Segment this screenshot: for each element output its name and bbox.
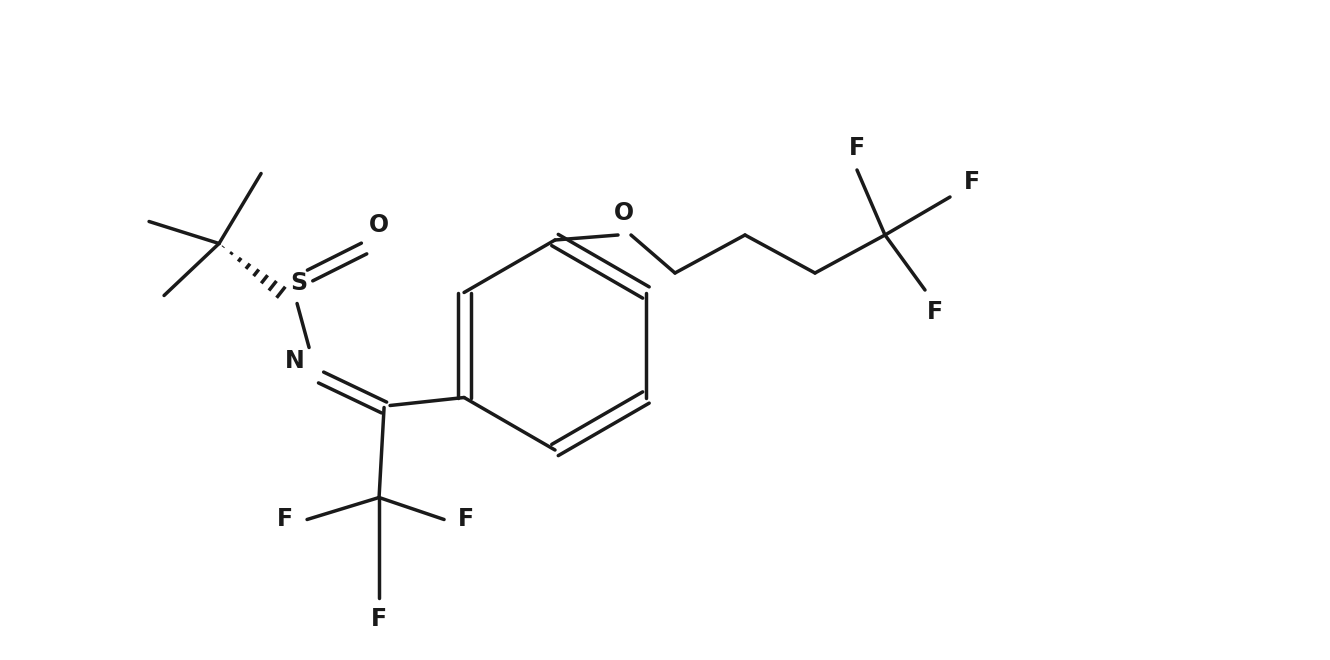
- Text: F: F: [849, 136, 864, 160]
- Text: F: F: [277, 508, 293, 531]
- Text: S: S: [290, 271, 307, 296]
- Text: O: O: [368, 213, 390, 238]
- Text: N: N: [285, 348, 305, 372]
- Text: F: F: [964, 170, 980, 194]
- Text: F: F: [371, 607, 387, 632]
- Text: F: F: [927, 300, 943, 324]
- Text: O: O: [614, 201, 634, 225]
- Text: F: F: [458, 508, 473, 531]
